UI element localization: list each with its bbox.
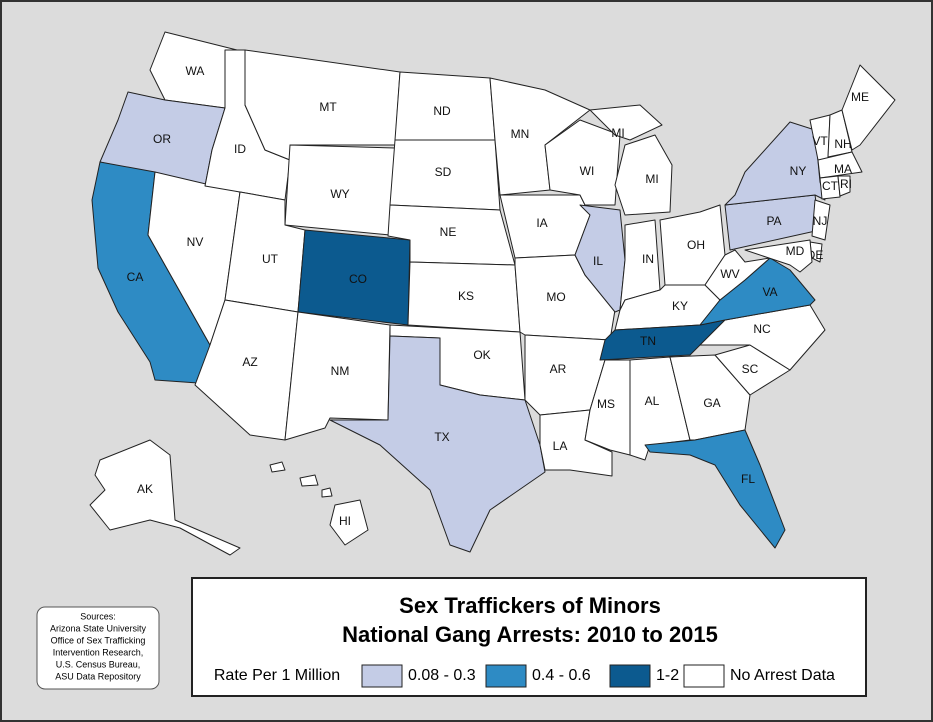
state-label: NJ: [813, 214, 828, 228]
state: [817, 151, 863, 179]
state-label: IN: [642, 252, 654, 266]
state: [329, 499, 369, 546]
state-label: MA: [834, 162, 852, 176]
state-label: OK: [473, 348, 490, 362]
state-label: NH: [834, 137, 851, 151]
state-label: UT: [262, 252, 279, 266]
state: [811, 199, 831, 241]
state-label: CA: [127, 270, 144, 284]
legend-swatch: [609, 664, 651, 688]
state-label: PA: [766, 214, 781, 228]
source-line: Office of Sex Trafficking: [51, 635, 146, 645]
state: [321, 487, 333, 498]
state-label: MS: [597, 397, 615, 411]
state-label: HI: [339, 514, 351, 528]
state: [841, 64, 896, 151]
state: [744, 239, 813, 273]
state-label: ME: [851, 90, 869, 104]
state: [819, 175, 841, 200]
legend-label: 0.08 - 0.3: [408, 667, 476, 684]
state-label: CO: [349, 272, 367, 286]
source-line: U.S. Census Bureau,: [56, 659, 141, 669]
state-label: AK: [137, 482, 153, 496]
state-label: NE: [440, 225, 457, 239]
state-label: NM: [331, 364, 350, 378]
state: [614, 134, 673, 216]
state-label: MT: [319, 100, 337, 114]
state-label: IL: [593, 254, 603, 268]
state-label: AR: [550, 362, 567, 376]
state-label: WI: [580, 164, 595, 178]
legend-label: No Arrest Data: [730, 667, 835, 684]
state-label: FL: [741, 472, 755, 486]
state: [89, 439, 241, 556]
state-label: VT: [812, 134, 828, 148]
state-label: AL: [645, 394, 660, 408]
state: [299, 474, 319, 487]
state-label: NC: [753, 322, 771, 336]
state-label: KS: [458, 289, 474, 303]
state-label: WA: [186, 64, 205, 78]
state: [589, 104, 663, 141]
title: Sex Traffickers of Minors: [399, 593, 661, 618]
state-label: ND: [433, 104, 451, 118]
state: [837, 175, 851, 197]
state-label: IA: [536, 216, 547, 230]
state-label: TX: [434, 430, 449, 444]
state-label: MO: [546, 290, 565, 304]
state: [574, 204, 626, 313]
states: WA OR CA NV ID MT WY UT CO AZ NM ND SD NE KS OK TX MN IA MO…: [89, 31, 896, 556]
state-label: MN: [511, 127, 530, 141]
state: [644, 429, 786, 549]
source-line: Intervention Research,: [53, 647, 144, 657]
legend-swatch: [361, 664, 403, 688]
state-label: NV: [187, 235, 204, 249]
state-label: SD: [435, 165, 452, 179]
title: National Gang Arrests: 2010 to 2015: [342, 622, 718, 647]
state: [704, 249, 771, 301]
state-label: TN: [640, 334, 656, 348]
state-label: LA: [553, 439, 568, 453]
legend-box: [191, 577, 867, 697]
state-label: KY: [672, 299, 688, 313]
state: [544, 119, 621, 206]
state-label: OR: [153, 132, 171, 146]
state-label: GA: [703, 396, 720, 410]
source-line: Sources:: [80, 611, 116, 621]
state-label: CT: [822, 179, 839, 193]
state: [269, 461, 286, 473]
legend-swatch: [485, 664, 527, 688]
state-label: MI: [645, 172, 658, 186]
source-line: ASU Data Repository: [55, 671, 141, 681]
state-label: AZ: [242, 355, 257, 369]
legend-label: 0.4 - 0.6: [532, 667, 591, 684]
state-label: ID: [234, 142, 246, 156]
legend-title: Rate Per 1 Million: [214, 667, 340, 684]
state-label: OH: [687, 238, 705, 252]
state-label: SC: [742, 362, 759, 376]
state-label: MI: [611, 126, 624, 140]
legend-label: 1-2: [656, 667, 679, 684]
state-label: WV: [720, 267, 739, 281]
state-label: NY: [790, 164, 807, 178]
state: [329, 335, 546, 553]
state-label: MD: [786, 244, 805, 258]
source-line: Arizona State University: [50, 623, 147, 633]
state-label: RI: [840, 177, 852, 191]
sources-box: [36, 606, 160, 690]
legend-swatch: [683, 664, 725, 688]
state-label: VA: [762, 285, 777, 299]
sources: Sources: Arizona State University Office o…: [50, 611, 147, 681]
state-label: WY: [330, 187, 349, 201]
legend: 0.08 - 0.3 0.4 - 0.6 1-2 No Arrest Data: [361, 664, 835, 688]
